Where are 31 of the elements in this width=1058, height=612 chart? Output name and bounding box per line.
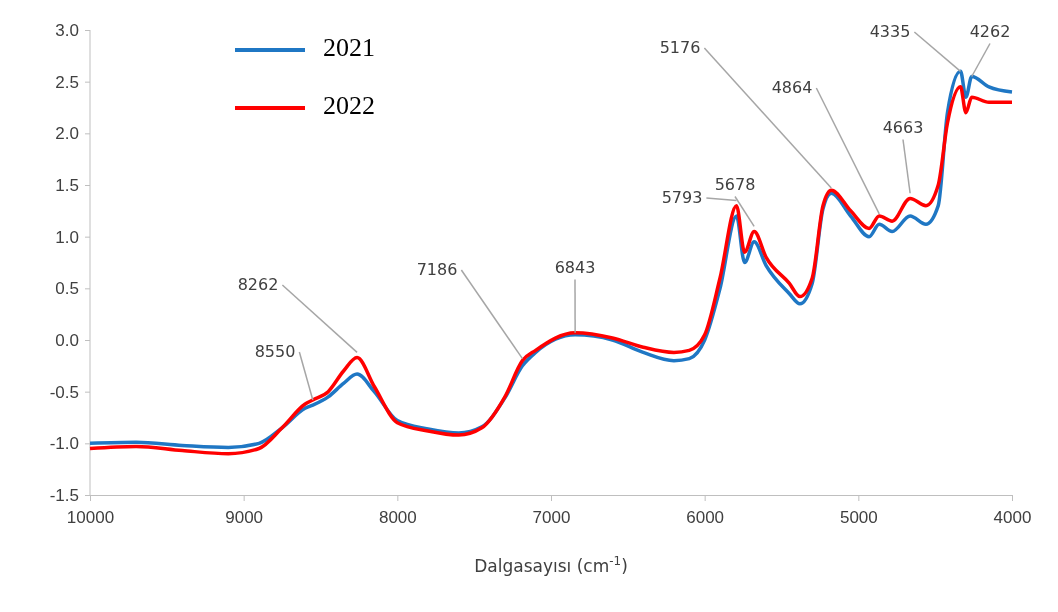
annotation: 5793	[661, 187, 703, 207]
annotation: 8550	[254, 341, 296, 361]
annotation: 6843	[554, 257, 596, 277]
x-tick-label: 6000	[686, 507, 725, 527]
y-tick-label: 3.0	[55, 20, 79, 40]
annotation: 8262	[237, 274, 279, 294]
x-tick-label: 10000	[66, 507, 115, 527]
x-tick-label: 7000	[532, 507, 571, 527]
annotation: 5176	[659, 37, 701, 57]
x-tick-label: 4000	[993, 507, 1032, 527]
y-tick-label: 0.5	[55, 279, 79, 299]
annotation: 4335	[869, 21, 911, 41]
annotation: 4663	[882, 117, 924, 137]
y-tick-label: 1.5	[55, 175, 79, 195]
y-tick-label: -0.5	[49, 382, 79, 402]
x-tick-label: 8000	[378, 507, 417, 527]
y-tick-label: 2.0	[55, 124, 79, 144]
y-tick-label: 1.0	[55, 227, 79, 247]
annotation: 5678	[714, 174, 756, 194]
x-axis-title: Dalgasayısı (cm$^{-1}$)	[474, 554, 628, 576]
x-tick-label: 5000	[839, 507, 878, 527]
legend-label: 2022	[323, 90, 375, 120]
y-tick-label: -1.0	[49, 434, 79, 454]
y-tick-label: -1.5	[49, 485, 79, 505]
y-tick-label: 0.0	[55, 330, 79, 350]
annotation: 7186	[416, 259, 458, 279]
y-tick-label: 2.5	[55, 72, 79, 92]
x-tick-label: 9000	[225, 507, 264, 527]
annotation: 4864	[771, 77, 813, 97]
annotation: 4262	[969, 21, 1011, 41]
legend-label: 2021	[323, 32, 375, 62]
